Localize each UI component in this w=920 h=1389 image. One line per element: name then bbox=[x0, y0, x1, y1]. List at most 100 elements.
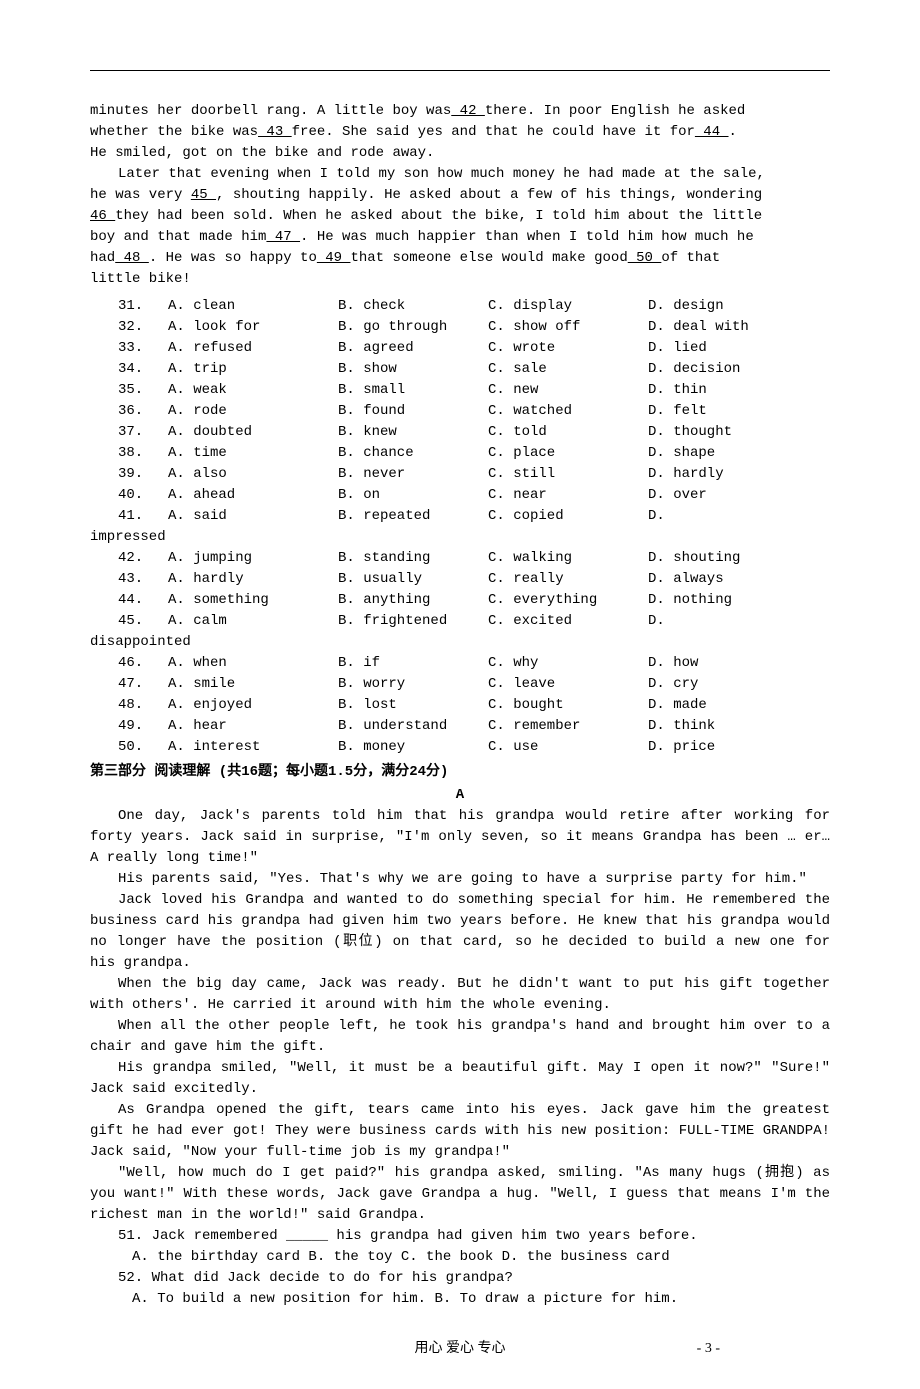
option-c: C. place bbox=[488, 443, 648, 464]
option-c: C. use bbox=[488, 737, 648, 758]
option-d: D. bbox=[648, 506, 830, 527]
option-b: B. lost bbox=[338, 695, 488, 716]
question-options: A. To build a new position for him. B. T… bbox=[132, 1289, 830, 1310]
option-row: 44.A. somethingB. anythingC. everythingD… bbox=[118, 590, 830, 611]
option-number: 31. bbox=[118, 296, 168, 317]
text: he was very bbox=[90, 187, 191, 203]
option-d: D. design bbox=[648, 296, 830, 317]
option-c: C. new bbox=[488, 380, 648, 401]
blank-50: 50 bbox=[628, 250, 662, 266]
option-row: 48.A. enjoyedB. lostC. boughtD. made bbox=[118, 695, 830, 716]
option-row: 31.A. cleanB. checkC. displayD. design bbox=[118, 296, 830, 317]
option-number: 34. bbox=[118, 359, 168, 380]
text: free. She said yes and that he could hav… bbox=[292, 124, 695, 140]
option-row: 49.A. hearB. understandC. rememberD. thi… bbox=[118, 716, 830, 737]
text: whether the bike was bbox=[90, 124, 258, 140]
questions-block: 51. Jack remembered _____ his grandpa ha… bbox=[90, 1226, 830, 1310]
option-b: B. found bbox=[338, 401, 488, 422]
option-number: 45. bbox=[118, 611, 168, 632]
option-a: A. enjoyed bbox=[168, 695, 338, 716]
option-a: A. also bbox=[168, 464, 338, 485]
option-a: A. weak bbox=[168, 380, 338, 401]
option-a: A. calm bbox=[168, 611, 338, 632]
page-number: - 3 - bbox=[697, 1338, 720, 1359]
option-number: 35. bbox=[118, 380, 168, 401]
option-b: B. repeated bbox=[338, 506, 488, 527]
option-b: B. on bbox=[338, 485, 488, 506]
text: He smiled, got on the bike and rode away… bbox=[90, 143, 830, 164]
option-number: 38. bbox=[118, 443, 168, 464]
option-a: A. clean bbox=[168, 296, 338, 317]
blank-44: 44 bbox=[695, 124, 729, 140]
text: of that bbox=[661, 250, 720, 266]
option-b: B. show bbox=[338, 359, 488, 380]
text: . bbox=[729, 124, 737, 140]
option-b: B. worry bbox=[338, 674, 488, 695]
section-title: 第三部分 阅读理解 (共16题；每小题1.5分，满分24分) bbox=[90, 762, 830, 783]
option-d: D. cry bbox=[648, 674, 830, 695]
option-row: 39.A. alsoB. neverC. stillD. hardly bbox=[118, 464, 830, 485]
option-a: A. time bbox=[168, 443, 338, 464]
footer-text: 用心 爱心 专心 bbox=[415, 1341, 506, 1356]
option-row: 35.A. weakB. smallC. newD. thin bbox=[118, 380, 830, 401]
blank-48: 48 bbox=[115, 250, 149, 266]
option-c: C. leave bbox=[488, 674, 648, 695]
option-d: D. shouting bbox=[648, 548, 830, 569]
option-d: D. hardly bbox=[648, 464, 830, 485]
option-d: D. bbox=[648, 611, 830, 632]
option-a: A. interest bbox=[168, 737, 338, 758]
option-row: 33.A. refusedB. agreedC. wroteD. lied bbox=[118, 338, 830, 359]
option-d: D. felt bbox=[648, 401, 830, 422]
text: minutes her doorbell rang. A little boy … bbox=[90, 103, 451, 119]
option-row: 45.A. calmB. frightenedC. excitedD. bbox=[118, 611, 830, 632]
option-d: D. decision bbox=[648, 359, 830, 380]
option-a: A. hardly bbox=[168, 569, 338, 590]
option-number: 43. bbox=[118, 569, 168, 590]
option-overflow: disappointed bbox=[90, 632, 830, 653]
option-c: C. really bbox=[488, 569, 648, 590]
option-a: A. trip bbox=[168, 359, 338, 380]
option-row: 42.A. jumpingB. standingC. walkingD. sho… bbox=[118, 548, 830, 569]
option-b: B. never bbox=[338, 464, 488, 485]
option-b: B. anything bbox=[338, 590, 488, 611]
text: had bbox=[90, 250, 115, 266]
option-number: 36. bbox=[118, 401, 168, 422]
option-c: C. near bbox=[488, 485, 648, 506]
option-c: C. copied bbox=[488, 506, 648, 527]
blank-46: 46 bbox=[90, 208, 115, 224]
option-row: 50.A. interestB. moneyC. useD. price bbox=[118, 737, 830, 758]
option-number: 39. bbox=[118, 464, 168, 485]
option-number: 46. bbox=[118, 653, 168, 674]
option-b: B. understand bbox=[338, 716, 488, 737]
option-d: D. deal with bbox=[648, 317, 830, 338]
option-number: 32. bbox=[118, 317, 168, 338]
text: boy and that made him bbox=[90, 229, 266, 245]
paragraph: As Grandpa opened the gift, tears came i… bbox=[90, 1100, 830, 1163]
option-a: A. look for bbox=[168, 317, 338, 338]
paragraph: His parents said, "Yes. That's why we ar… bbox=[90, 869, 830, 890]
blank-42: 42 bbox=[451, 103, 485, 119]
blank-45: 45 bbox=[191, 187, 216, 203]
option-d: D. how bbox=[648, 653, 830, 674]
option-d: D. over bbox=[648, 485, 830, 506]
option-number: 42. bbox=[118, 548, 168, 569]
option-row: 46.A. whenB. ifC. whyD. how bbox=[118, 653, 830, 674]
option-c: C. walking bbox=[488, 548, 648, 569]
option-a: A. smile bbox=[168, 674, 338, 695]
option-b: B. frightened bbox=[338, 611, 488, 632]
option-d: D. lied bbox=[648, 338, 830, 359]
option-b: B. knew bbox=[338, 422, 488, 443]
option-a: A. hear bbox=[168, 716, 338, 737]
option-b: B. small bbox=[338, 380, 488, 401]
blank-49: 49 bbox=[317, 250, 351, 266]
option-row: 37.A. doubtedB. knewC. toldD. thought bbox=[118, 422, 830, 443]
option-b: B. standing bbox=[338, 548, 488, 569]
option-c: C. show off bbox=[488, 317, 648, 338]
option-c: C. display bbox=[488, 296, 648, 317]
option-c: C. sale bbox=[488, 359, 648, 380]
question-text: 52. What did Jack decide to do for his g… bbox=[118, 1268, 830, 1289]
option-c: C. still bbox=[488, 464, 648, 485]
question-options: A. the birthday card B. the toy C. the b… bbox=[132, 1247, 830, 1268]
option-a: A. jumping bbox=[168, 548, 338, 569]
option-number: 41. bbox=[118, 506, 168, 527]
